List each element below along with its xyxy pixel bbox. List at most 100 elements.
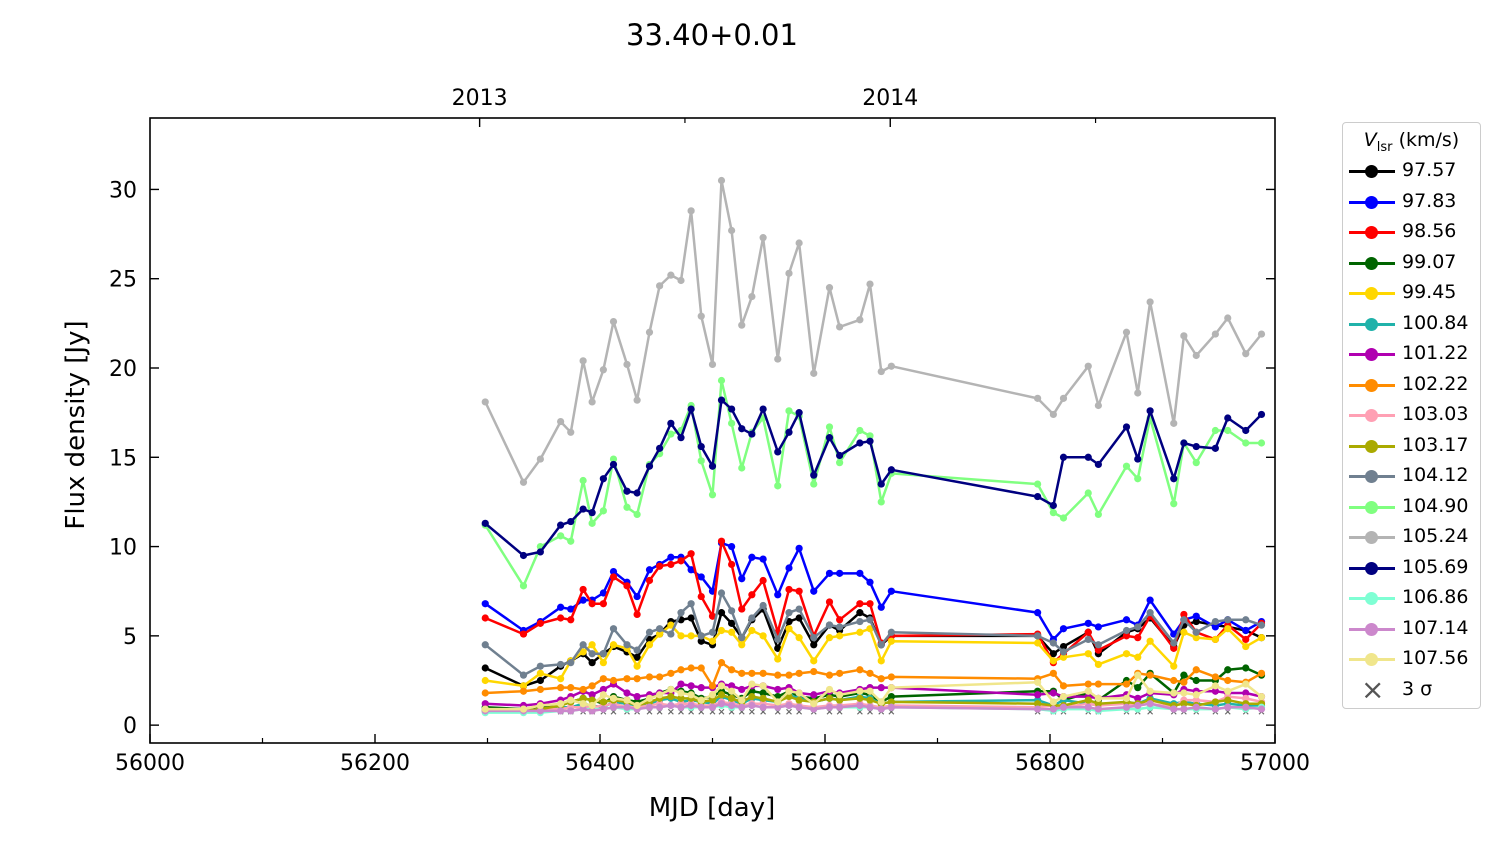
data-point — [557, 603, 565, 611]
data-point — [1094, 460, 1102, 469]
data-point — [717, 626, 726, 635]
data-point — [1084, 703, 1092, 711]
sigma3-marker — [786, 708, 792, 715]
data-point — [687, 566, 695, 574]
data-point — [856, 617, 864, 626]
data-point — [1122, 680, 1131, 688]
data-point — [856, 426, 864, 435]
series-105-69 — [481, 396, 1266, 560]
data-point — [633, 692, 641, 701]
data-point — [856, 701, 864, 710]
chart-title: 33.40+0.01 — [626, 18, 798, 52]
data-point — [677, 434, 685, 442]
x-axis-label: MJD [day] — [649, 793, 776, 823]
data-point — [866, 432, 874, 440]
legend-marker-icon — [1365, 317, 1378, 331]
data-point — [557, 675, 565, 683]
data-point — [1170, 676, 1178, 685]
data-point — [588, 701, 596, 710]
axes: 56000 56200 56400 56600 56800 57000 0 5 10 15 20 25… — [109, 86, 1310, 776]
data-point — [633, 489, 641, 497]
data-point — [738, 464, 746, 472]
data-point — [856, 316, 864, 324]
legend-label: 100.84 — [1402, 311, 1469, 334]
data-point — [579, 357, 587, 365]
data-point — [1242, 439, 1250, 447]
legend-title-v: V — [1363, 129, 1377, 151]
data-point — [697, 573, 705, 581]
data-point — [856, 687, 864, 695]
legend-label: 99.45 — [1402, 281, 1457, 303]
legend-item-3sigma: × 3 σ — [1349, 674, 1479, 705]
data-point — [599, 366, 607, 374]
data-point — [536, 707, 544, 715]
data-point — [667, 430, 675, 438]
data-point — [1192, 676, 1200, 685]
data-point — [567, 605, 575, 613]
data-point — [785, 671, 793, 679]
data-point — [795, 239, 803, 247]
data-point — [1170, 644, 1178, 652]
data-point — [1242, 664, 1250, 672]
data-point — [481, 689, 489, 697]
data-point — [1192, 628, 1200, 636]
data-point — [887, 698, 895, 706]
data-point — [1134, 634, 1142, 642]
legend-item: 102.22 — [1349, 370, 1479, 400]
data-point — [1224, 696, 1232, 704]
data-point — [728, 226, 736, 235]
data-point — [738, 641, 746, 649]
legend-label: 98.56 — [1402, 220, 1457, 242]
data-point — [759, 682, 767, 690]
data-point — [588, 641, 596, 649]
legend-label: 104.90 — [1402, 494, 1469, 517]
data-point — [748, 692, 756, 701]
legend-item: 100.84 — [1349, 309, 1479, 339]
data-point — [623, 582, 631, 590]
x-tick-label: 56800 — [1015, 751, 1085, 776]
top-tick-label: 2013 — [452, 86, 508, 111]
data-point — [759, 555, 767, 563]
data-point — [759, 234, 767, 242]
data-point — [1170, 705, 1178, 713]
data-point — [717, 176, 726, 185]
data-point — [1224, 314, 1232, 322]
data-point — [887, 628, 895, 636]
data-point — [825, 703, 834, 711]
data-point — [1034, 480, 1042, 488]
data-point — [567, 537, 575, 545]
data-point — [567, 707, 575, 715]
x-tick-label: 57000 — [1240, 751, 1310, 776]
data-point — [1084, 628, 1092, 636]
data-point — [536, 701, 544, 710]
data-point — [1122, 626, 1131, 635]
data-point — [738, 575, 746, 583]
legend-marker-icon — [1365, 622, 1378, 636]
data-point — [1059, 692, 1068, 701]
data-point — [1059, 653, 1068, 661]
series-line — [484, 539, 1263, 664]
data-point — [1084, 696, 1092, 704]
data-point — [1134, 671, 1142, 679]
data-point — [708, 491, 717, 499]
data-point — [785, 687, 793, 695]
data-point — [795, 587, 803, 595]
data-point — [877, 675, 885, 683]
data-point — [588, 519, 596, 527]
data-point — [1224, 625, 1232, 633]
data-point — [599, 475, 607, 483]
data-point — [1049, 650, 1057, 658]
data-point — [1134, 455, 1142, 463]
data-point — [656, 282, 664, 290]
data-point — [1211, 444, 1219, 452]
data-point — [836, 569, 844, 577]
data-point — [633, 701, 641, 710]
data-point — [588, 696, 596, 704]
data-point — [1059, 642, 1068, 651]
data-point — [579, 700, 587, 708]
data-point — [579, 685, 587, 694]
data-point — [836, 669, 844, 677]
data-point — [877, 480, 885, 488]
y-tick-label: 5 — [123, 625, 137, 650]
legend-marker-icon — [1365, 348, 1378, 361]
